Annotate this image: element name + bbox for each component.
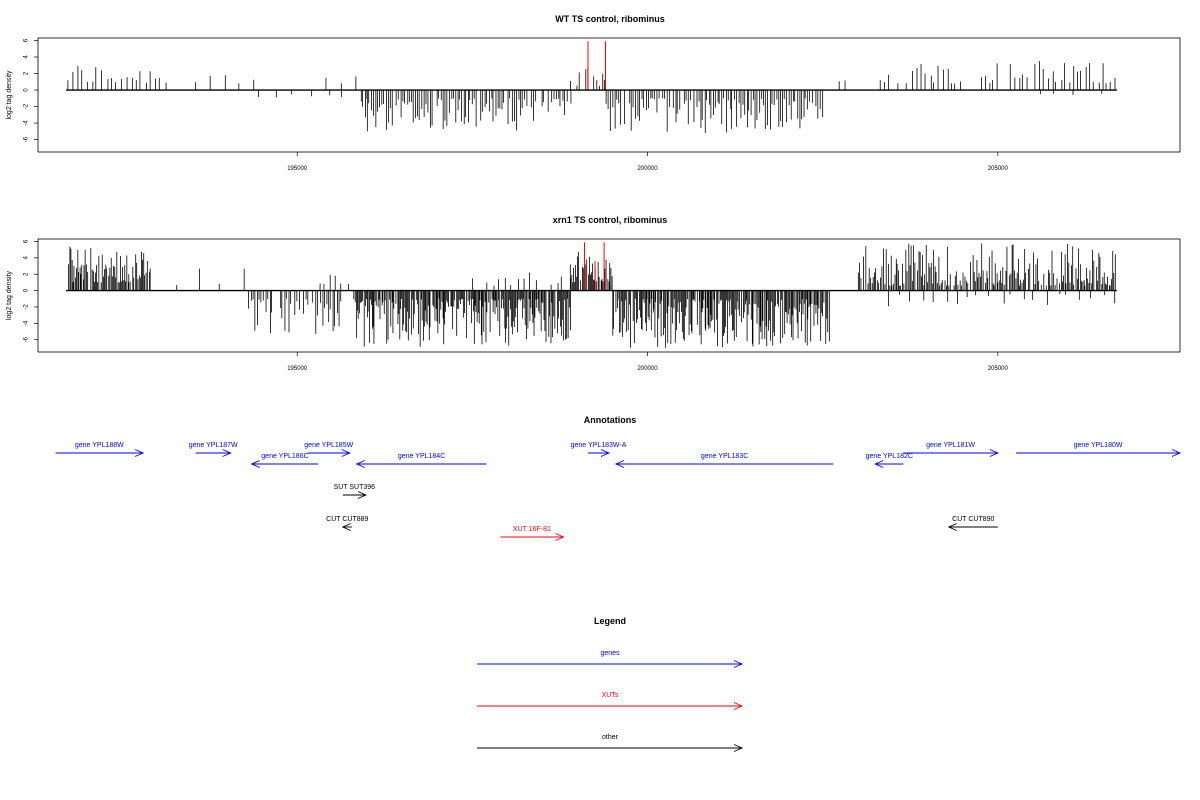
- feature-arrow: gene YPL184C: [355, 453, 487, 468]
- y-tick-label: 0: [24, 288, 30, 292]
- density-panels: WT TS control, ribominus log2 tag density…: [6, 14, 1181, 372]
- y-tick-label: 6: [24, 239, 30, 243]
- feature-arrow: CUT CUT890: [947, 516, 998, 531]
- feature-arrow: gene YPL180W: [1016, 442, 1182, 457]
- arrow-head: [357, 491, 368, 499]
- feature-arrow: gene YPL186C: [250, 453, 319, 468]
- feature-arrow: SUT SUT396: [334, 484, 376, 499]
- y-tick-label: -6: [24, 136, 30, 142]
- arrow-head: [874, 460, 884, 468]
- feature-label: gene YPL186C: [261, 453, 308, 460]
- arrow-head: [1171, 449, 1182, 457]
- arrow-head: [733, 702, 744, 710]
- legend-label: XUTs: [602, 692, 619, 699]
- y-tick-label: -2: [24, 304, 30, 310]
- panel-title: WT TS control, ribominus: [555, 14, 665, 24]
- arrow-head: [733, 744, 744, 752]
- density-panel: xrn1 TS control, ribominus log2 tag densi…: [6, 215, 1181, 372]
- density-panel: WT TS control, ribominus log2 tag density…: [6, 14, 1181, 172]
- feature-label: gene YPL181W: [926, 442, 975, 449]
- feature-arrow: gene YPL183C: [614, 453, 834, 468]
- legend-item: other: [477, 734, 744, 752]
- density-bars: [68, 242, 1116, 348]
- x-tick-label: 200000: [638, 366, 659, 372]
- legend-title: Legend: [594, 616, 626, 626]
- feature-arrow: gene YPL183W-A: [571, 442, 627, 457]
- y-tick-label: 4: [24, 256, 30, 260]
- feature-arrow: XUT 16F-81: [500, 526, 565, 541]
- y-tick-label: 6: [24, 38, 30, 42]
- feature-arrow: gene YPL185W: [304, 442, 354, 457]
- x-tick-label: 200000: [638, 166, 659, 172]
- feature-label: CUT CUT890: [952, 516, 994, 523]
- y-tick-label: 2: [24, 272, 30, 276]
- feature-arrow: gene YPL182C: [866, 453, 913, 468]
- arrow-head: [989, 449, 999, 457]
- annotations-title: Annotations: [584, 415, 637, 425]
- legend: Legend genes XUTs other: [477, 616, 744, 752]
- y-tick-label: -4: [24, 120, 30, 126]
- legend-label: genes: [600, 650, 620, 657]
- y-tick-label: 0: [24, 88, 30, 92]
- arrow-head: [614, 460, 625, 468]
- feature-label: gene YPL183W-A: [571, 442, 627, 449]
- plot-frame: [37, 37, 1181, 153]
- feature-label: gene YPL188W: [75, 442, 124, 449]
- arrow-head: [341, 449, 351, 457]
- legend-label: other: [602, 734, 619, 741]
- panel-title: xrn1 TS control, ribominus: [553, 215, 668, 225]
- feature-arrow: CUT CUT889: [326, 516, 369, 531]
- arrow-head: [341, 523, 351, 531]
- feature-label: gene YPL180W: [1074, 442, 1123, 449]
- annotations-track: Annotations gene YPL188W gene YPL187W gene…: [55, 415, 1182, 541]
- arrow-head: [600, 449, 611, 457]
- y-tick-label: 2: [24, 71, 30, 75]
- feature-label: gene YPL182C: [866, 453, 913, 460]
- feature-label: CUT CUT889: [326, 516, 368, 523]
- feature-label: gene YPL187W: [189, 442, 238, 449]
- feature-arrow: gene YPL181W: [903, 442, 999, 457]
- arrow-head: [947, 523, 957, 531]
- arrow-head: [555, 533, 565, 541]
- arrow-head: [134, 449, 145, 457]
- plot-frame: [37, 238, 1181, 353]
- arrow-head: [355, 460, 365, 468]
- y-tick-label: -6: [24, 336, 30, 342]
- feature-label: SUT SUT396: [334, 484, 376, 491]
- arrow-head: [733, 660, 744, 668]
- density-bars: [67, 41, 1116, 133]
- feature-arrow: gene YPL187W: [189, 442, 238, 457]
- y-axis-label: log2 tag density: [6, 270, 13, 320]
- feature-label: gene YPL185W: [304, 442, 353, 449]
- y-tick-label: -4: [24, 320, 30, 326]
- y-axis-label: log2 tag density: [6, 70, 13, 120]
- x-tick-label: 195000: [287, 166, 308, 172]
- y-tick-label: 4: [24, 55, 30, 59]
- feature-label: gene YPL183C: [701, 453, 748, 460]
- arrow-head: [222, 449, 232, 457]
- x-tick-label: 205000: [988, 366, 1009, 372]
- legend-item: genes: [477, 650, 744, 668]
- feature-label: XUT 16F-81: [513, 526, 551, 533]
- x-tick-label: 205000: [988, 166, 1009, 172]
- y-tick-label: -2: [24, 103, 30, 109]
- feature-label: gene YPL184C: [398, 453, 445, 460]
- feature-arrow: gene YPL188W: [55, 442, 145, 457]
- x-tick-label: 195000: [287, 366, 308, 372]
- legend-item: XUTs: [477, 692, 744, 710]
- arrow-head: [250, 460, 260, 468]
